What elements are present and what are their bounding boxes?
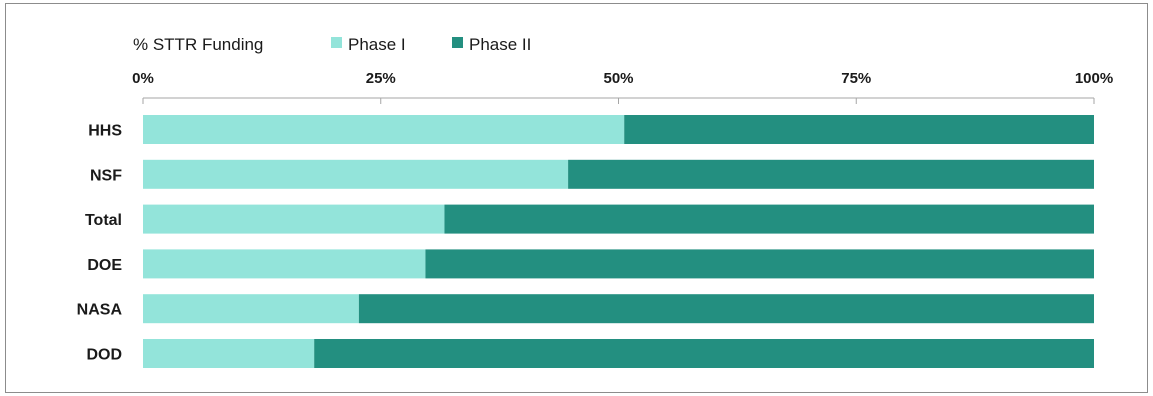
- chart-frame: [5, 3, 1148, 393]
- bar-total-phase-2: [444, 204, 1094, 234]
- x-tick-label: 25%: [366, 70, 396, 87]
- bars: [143, 115, 1094, 368]
- bar-dod-phase-2: [314, 339, 1094, 368]
- category-label: NASA: [77, 302, 123, 319]
- x-axis: 0% 25% 50% 75% 100%: [132, 70, 1113, 104]
- category-label: DOD: [86, 347, 122, 364]
- x-tick-label: 75%: [841, 70, 871, 87]
- legend-swatch-2: [452, 37, 463, 48]
- bar-nsf-phase-1: [143, 159, 569, 189]
- legend-title: % STTR Funding: [133, 35, 263, 54]
- bar-nasa-phase-2: [358, 294, 1094, 324]
- bar-nasa-phase-1: [143, 294, 359, 324]
- bar-dod-phase-1: [143, 339, 315, 368]
- bar-doe-phase-1: [143, 249, 426, 279]
- x-tick-label: 50%: [603, 70, 633, 87]
- x-tick-label: 0%: [132, 70, 154, 87]
- bar-doe-phase-2: [425, 249, 1094, 279]
- legend-swatch-1: [331, 37, 342, 48]
- category-label: DOE: [87, 257, 122, 274]
- category-label: HHS: [88, 123, 122, 140]
- x-tick-label: 100%: [1075, 70, 1113, 87]
- category-label: Total: [85, 212, 122, 229]
- bar-total-phase-1: [143, 204, 445, 234]
- bar-hhs-phase-1: [143, 115, 625, 144]
- legend: % STTR Funding Phase I Phase II: [133, 35, 531, 54]
- legend-label-1: Phase I: [348, 35, 406, 54]
- legend-label-2: Phase II: [469, 35, 531, 54]
- category-labels: HHS NSF Total DOE NASA DOD: [77, 123, 123, 364]
- bar-nsf-phase-2: [568, 159, 1094, 189]
- category-label: NSF: [90, 167, 122, 184]
- bar-hhs-phase-2: [624, 115, 1094, 144]
